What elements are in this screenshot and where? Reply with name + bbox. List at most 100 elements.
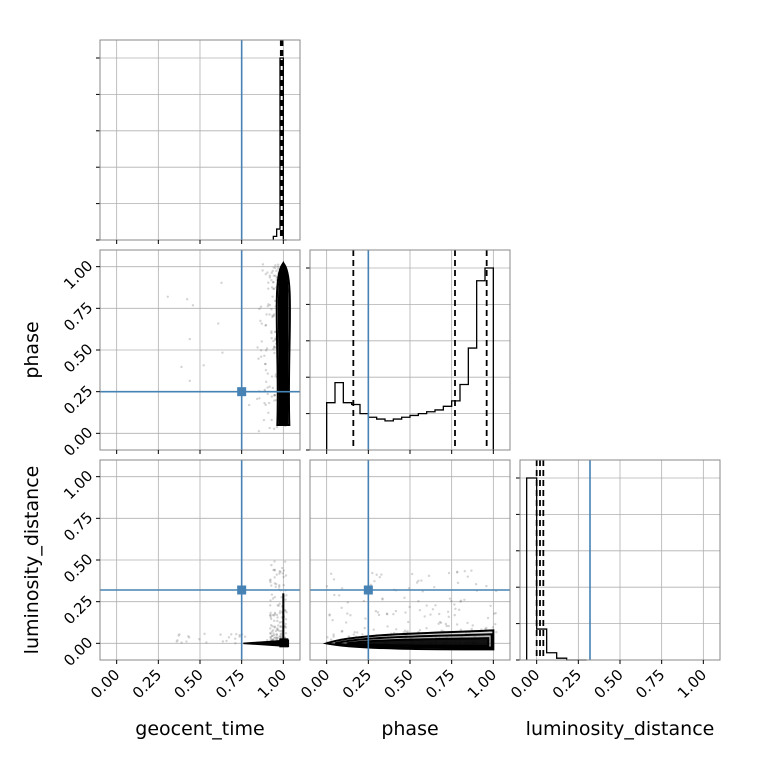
ytick-label: 1.00 <box>60 257 96 293</box>
scatter-point <box>230 633 233 636</box>
scatter-point <box>425 626 428 630</box>
scatter-point <box>278 635 281 638</box>
scatter-point <box>276 604 279 607</box>
scatter-point <box>281 572 285 575</box>
scatter-point <box>273 393 276 397</box>
scatter-point <box>277 585 281 588</box>
scatter-point <box>274 636 277 639</box>
scatter-point <box>458 608 461 612</box>
scatter-point <box>282 575 285 579</box>
scatter-point <box>270 634 274 638</box>
scatter-point <box>264 323 268 327</box>
scatter-point <box>463 569 466 573</box>
scatter-point <box>220 281 223 285</box>
xtick-label: 0.75 <box>422 666 458 702</box>
scatter-point <box>271 613 275 617</box>
xtick-label: 1.00 <box>254 666 290 702</box>
scatter-point <box>381 598 384 601</box>
xtick-label: 1.00 <box>464 666 500 702</box>
scatter-point <box>340 630 343 633</box>
scatter-point <box>269 638 272 641</box>
scatter-point <box>269 615 272 619</box>
scatter-point <box>329 638 333 641</box>
scatter-point <box>373 580 376 583</box>
scatter-point <box>268 276 272 279</box>
scatter-point <box>273 394 276 397</box>
scatter-point <box>380 573 383 576</box>
scatter-point <box>272 614 276 617</box>
scatter-point <box>221 640 225 643</box>
scatter-point <box>278 570 281 573</box>
scatter-point <box>448 597 452 600</box>
scatter-point <box>279 635 282 638</box>
scatter-point <box>273 345 276 348</box>
scatter-point <box>279 625 283 628</box>
scatter-point <box>445 624 448 628</box>
scatter-point <box>434 604 437 607</box>
scatter-point <box>274 375 277 378</box>
ytick-label: 0.75 <box>60 298 96 334</box>
scatter-point <box>363 626 366 630</box>
scatter-point <box>272 266 275 269</box>
scatter-point <box>274 338 277 342</box>
scatter-point <box>263 388 266 392</box>
scatter-point <box>276 636 279 640</box>
scatter-point <box>273 351 276 355</box>
scatter-point <box>270 563 273 567</box>
scatter-point <box>273 611 277 615</box>
scatter-point <box>273 346 276 349</box>
scatter-point <box>273 625 277 628</box>
scatter-point <box>270 330 273 333</box>
scatter-point <box>274 585 277 589</box>
scatter-point <box>272 633 276 637</box>
scatter-point <box>346 601 349 604</box>
scatter-point <box>341 630 344 633</box>
scatter-point <box>331 618 334 622</box>
scatter-point <box>269 599 272 602</box>
scatter-point <box>275 582 278 586</box>
scatter-point <box>278 572 281 575</box>
scatter-point <box>455 571 459 574</box>
scatter-point <box>271 386 275 390</box>
scatter-point <box>272 632 275 635</box>
scatter-point <box>271 629 275 632</box>
scatter-point <box>279 632 282 635</box>
scatter-point <box>273 613 277 616</box>
scatter-point <box>273 393 276 397</box>
scatter-point <box>269 613 272 617</box>
scatter-point <box>268 303 272 307</box>
scatter-point <box>338 594 341 597</box>
scatter-point <box>489 604 492 607</box>
scatter-point <box>494 611 497 615</box>
scatter-point <box>470 569 473 572</box>
xtick-label: 0.75 <box>632 666 668 702</box>
scatter-point <box>259 319 262 323</box>
scatter-point <box>279 633 283 636</box>
scatter-point <box>264 349 268 352</box>
scatter-point <box>273 399 276 402</box>
scatter-point <box>274 346 277 349</box>
scatter-point <box>270 271 273 275</box>
scatter-point <box>417 579 420 583</box>
scatter-point <box>268 614 272 617</box>
scatter-point <box>282 569 286 572</box>
hist-phase-step <box>326 267 494 450</box>
ytick-label: 0.00 <box>60 633 96 669</box>
scatter-point <box>332 578 336 581</box>
hist-phase-group <box>306 249 511 454</box>
scatter-point <box>279 610 282 613</box>
scatter-point <box>271 638 274 641</box>
scatter-point <box>269 627 272 630</box>
scatter-point <box>275 637 278 640</box>
scatter-point <box>378 575 381 579</box>
scatter-point <box>259 305 263 308</box>
scatter-point <box>264 362 267 366</box>
scatter-point <box>260 340 263 343</box>
scatter-point <box>235 632 238 636</box>
scatter-point <box>277 604 280 607</box>
scatter-point <box>447 615 450 619</box>
ytick-label: 0.50 <box>60 550 96 586</box>
scatter-point <box>473 635 476 638</box>
scatter-point <box>420 579 423 582</box>
scatter-point <box>205 641 208 644</box>
